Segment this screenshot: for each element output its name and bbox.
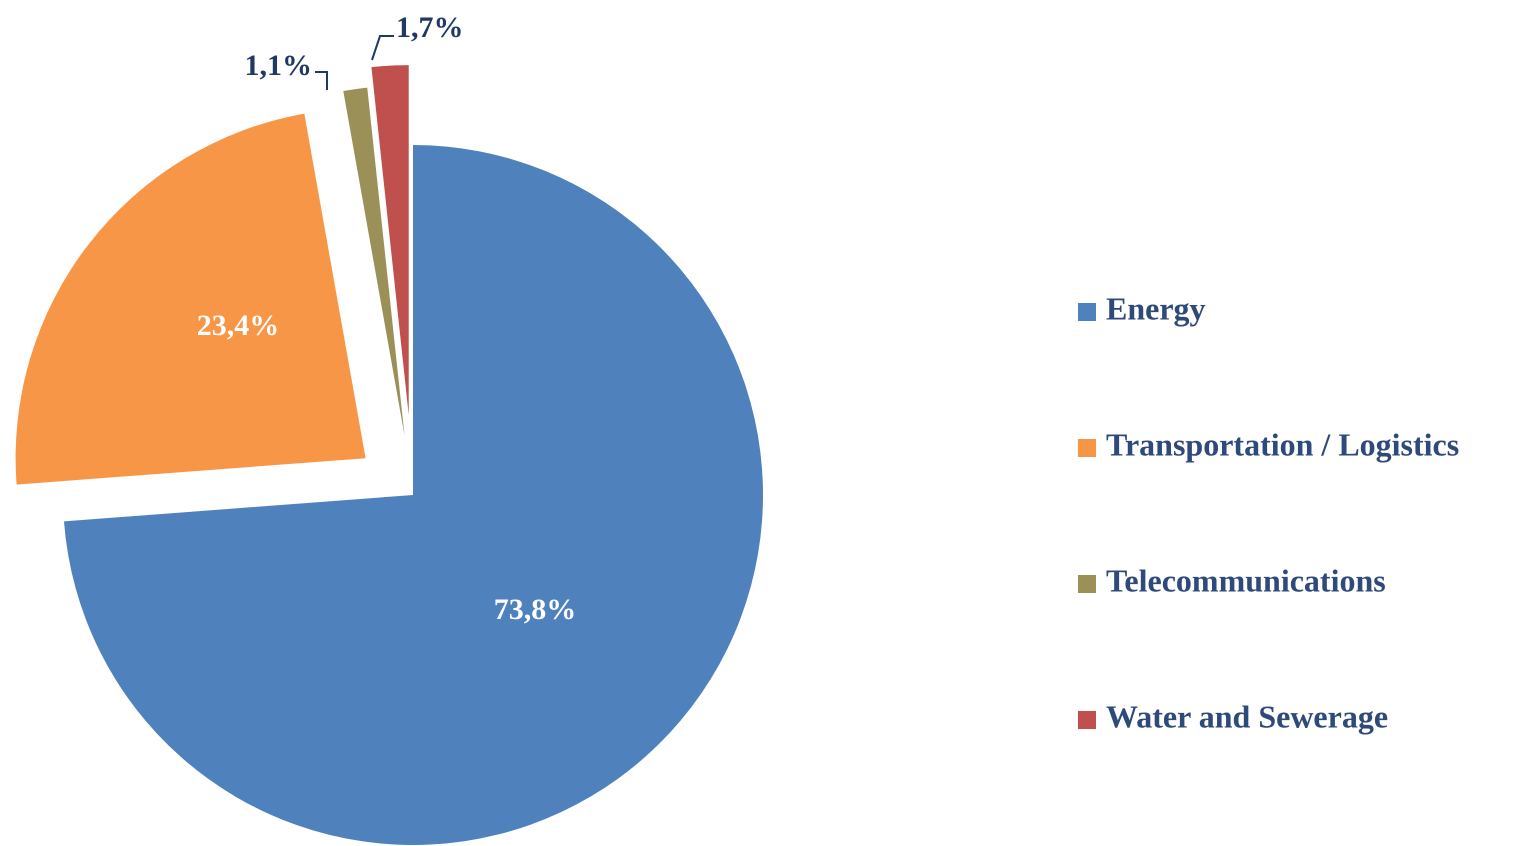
legend-label: Energy: [1106, 290, 1206, 326]
legend-label: Telecommunications: [1106, 562, 1386, 598]
pie-slice: [15, 113, 366, 485]
legend-swatch: [1078, 439, 1096, 457]
legend-swatch: [1078, 303, 1096, 321]
leader-line: [315, 71, 328, 90]
pie-slice: [371, 65, 409, 416]
legend-label: Transportation / Logistics: [1106, 426, 1459, 462]
pie-slice: [63, 145, 763, 845]
pie-slice: [343, 87, 405, 436]
data-label: 23,4%: [197, 309, 280, 342]
legend-swatch: [1078, 711, 1096, 729]
data-label: 1,1%: [245, 49, 313, 82]
data-label: 1,7%: [396, 11, 464, 44]
data-label: 73,8%: [494, 593, 577, 626]
legend-swatch: [1078, 575, 1096, 593]
leader-line: [371, 35, 394, 61]
legend-label: Water and Sewerage: [1106, 698, 1388, 734]
